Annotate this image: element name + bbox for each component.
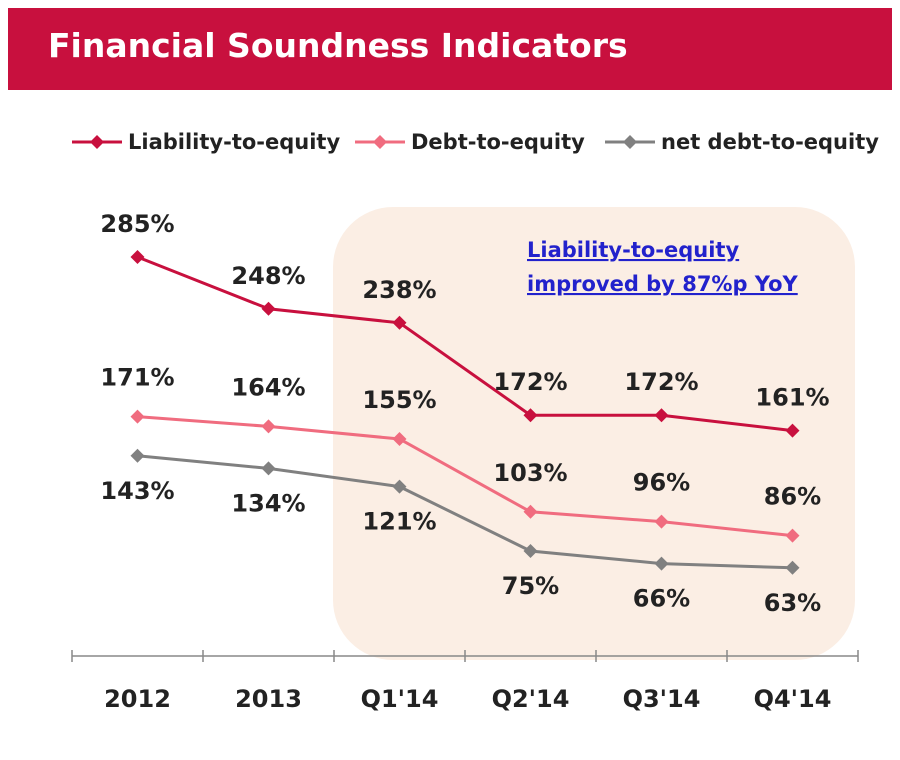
legend-marker (373, 135, 387, 149)
point (130, 448, 145, 463)
x-tick-label: Q4'14 (754, 685, 832, 713)
highlight-area (333, 207, 855, 660)
data-label: 66% (633, 585, 690, 613)
data-label: 103% (493, 459, 567, 487)
point (785, 560, 800, 575)
data-label: 75% (502, 572, 559, 600)
point (523, 504, 538, 519)
series-line (137, 454, 793, 570)
data-label: 134% (231, 489, 305, 517)
x-tick-label: Q2'14 (492, 685, 570, 713)
data-label: 238% (362, 276, 436, 304)
legend-label: Liability-to-equity (128, 130, 340, 154)
data-label: 86% (764, 483, 821, 511)
point (654, 408, 669, 423)
point (654, 556, 669, 571)
data-label: 164% (231, 373, 305, 401)
point (261, 419, 276, 434)
data-label: 121% (362, 508, 436, 536)
point (130, 409, 145, 424)
x-tick-label: 2012 (104, 685, 171, 713)
x-tick-label: Q3'14 (623, 685, 701, 713)
data-label: 285% (100, 210, 174, 238)
legend-marker (623, 135, 637, 149)
point (130, 250, 145, 264)
series-line (137, 415, 793, 538)
point (523, 544, 538, 558)
point (392, 479, 407, 494)
annotation: Liability-to-equity (527, 238, 739, 262)
data-label: 172% (624, 368, 698, 396)
legend-label: net debt-to-equity (661, 130, 879, 154)
annotation: improved by 87%p YoY (527, 272, 799, 296)
x-tick-label: Q1'14 (361, 685, 439, 713)
series-line (136, 255, 793, 433)
data-label: 248% (231, 262, 305, 290)
point (261, 301, 276, 316)
chart-title: Financial Soundness Indicators (48, 26, 628, 65)
legend-marker (90, 135, 104, 149)
point (785, 528, 800, 543)
data-label: 143% (100, 477, 174, 505)
point (785, 423, 800, 438)
data-label: 96% (633, 469, 690, 497)
legend-label: Debt-to-equity (411, 130, 585, 154)
point (392, 432, 407, 446)
point (523, 408, 538, 423)
data-label: 63% (764, 589, 821, 617)
data-label: 155% (362, 386, 436, 414)
point (261, 461, 276, 476)
point (392, 315, 407, 330)
data-label: 171% (100, 364, 174, 392)
x-tick-label: 2013 (235, 685, 302, 713)
header-bar: Financial Soundness Indicators (8, 8, 892, 90)
data-label: 172% (493, 368, 567, 396)
data-label: 161% (755, 384, 829, 412)
point (654, 514, 669, 529)
